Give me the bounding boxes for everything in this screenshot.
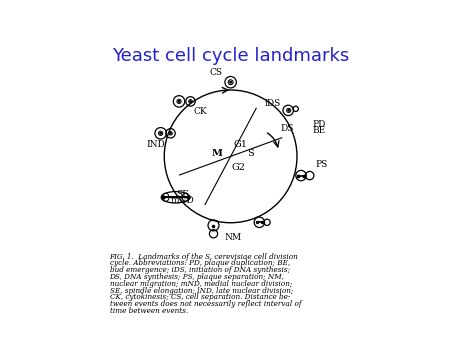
- Text: NM: NM: [225, 233, 242, 242]
- Text: IND: IND: [147, 140, 165, 149]
- Circle shape: [212, 225, 215, 227]
- Text: CK, cytokinesis; CS, cell separation. Distance be-: CK, cytokinesis; CS, cell separation. Di…: [110, 293, 290, 301]
- Text: CK: CK: [194, 107, 207, 116]
- Text: M: M: [211, 149, 222, 158]
- Text: cycle. Abbreviations: PD, plaque duplication; BE,: cycle. Abbreviations: PD, plaque duplica…: [110, 260, 290, 267]
- Text: SE: SE: [176, 190, 189, 199]
- Text: SE, spindle elongation; lND, late nuclear division;: SE, spindle elongation; lND, late nuclea…: [110, 287, 293, 294]
- Text: BE: BE: [313, 126, 326, 135]
- Text: bud emergence; iDS, initiation of DNA synthesis;: bud emergence; iDS, initiation of DNA sy…: [110, 266, 290, 274]
- Text: CS: CS: [210, 68, 223, 77]
- Text: PD: PD: [313, 120, 326, 129]
- Text: nuclear migration; mND, medial nuclear division;: nuclear migration; mND, medial nuclear d…: [110, 280, 292, 288]
- Text: tween events does not necessarily reflect interval of: tween events does not necessarily reflec…: [110, 300, 301, 308]
- Text: mND: mND: [171, 196, 195, 205]
- Circle shape: [178, 101, 180, 102]
- Circle shape: [170, 132, 171, 134]
- Text: time between events.: time between events.: [110, 307, 188, 315]
- Text: PS: PS: [315, 160, 328, 169]
- Circle shape: [230, 81, 231, 83]
- Text: S: S: [248, 149, 254, 158]
- Circle shape: [160, 132, 162, 134]
- Circle shape: [288, 110, 289, 111]
- Text: G2: G2: [232, 163, 246, 172]
- Text: FIG. 1.  Landmarks of the S. cerevisiae cell division: FIG. 1. Landmarks of the S. cerevisiae c…: [110, 253, 298, 261]
- Text: Yeast cell cycle landmarks: Yeast cell cycle landmarks: [112, 47, 349, 65]
- Text: iDS: iDS: [265, 99, 281, 108]
- Text: DS: DS: [280, 124, 294, 133]
- Circle shape: [190, 101, 191, 102]
- Text: G1: G1: [233, 140, 247, 149]
- Text: DS, DNA synthesis; PS, plaque separation; NM,: DS, DNA synthesis; PS, plaque separation…: [110, 273, 284, 281]
